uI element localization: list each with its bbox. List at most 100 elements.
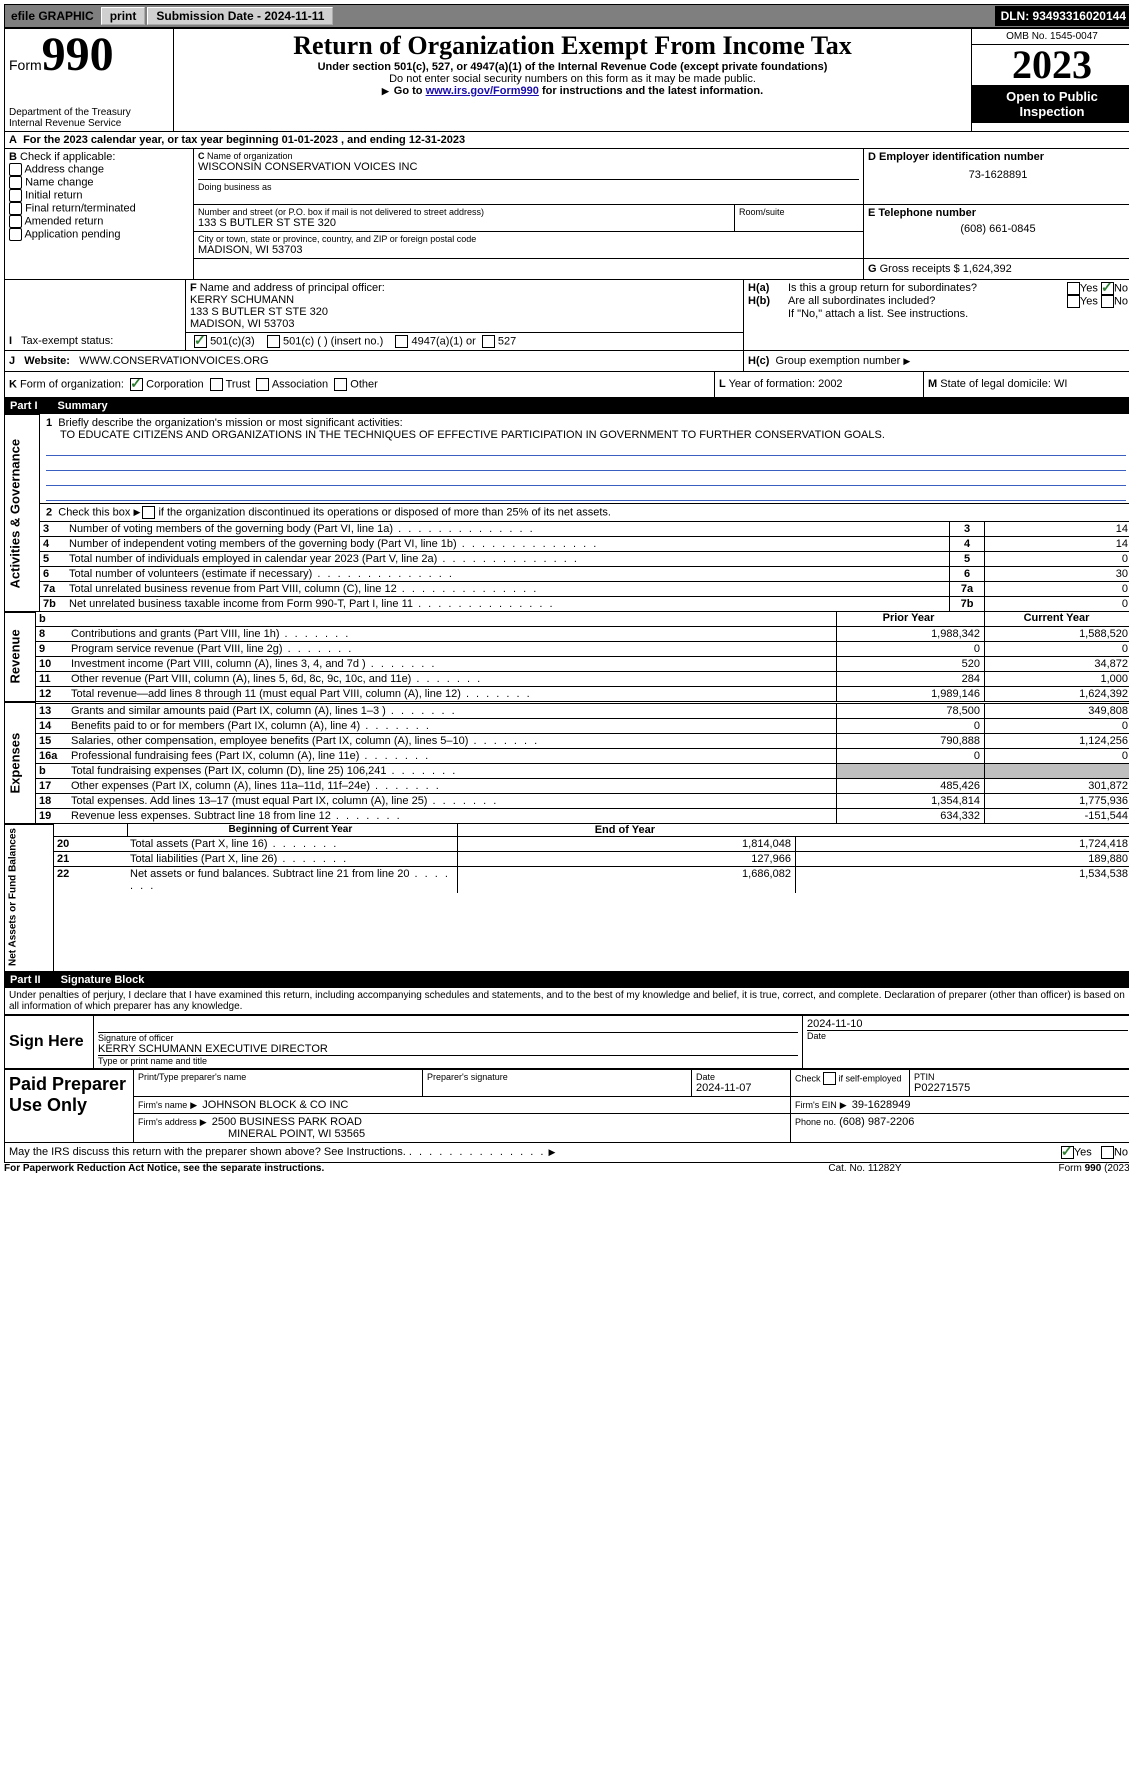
col-prior-year: Prior Year: [883, 612, 935, 624]
part1-label: Part I: [10, 400, 38, 412]
page-footer: For Paperwork Reduction Act Notice, see …: [4, 1163, 1129, 1174]
firm-phone-label: Phone no.: [795, 1117, 836, 1127]
checkbox-trust[interactable]: [210, 378, 223, 391]
firm-addr2: MINERAL POINT, WI 53565: [138, 1128, 365, 1140]
paid-preparer-label: Paid Preparer Use Only: [5, 1069, 134, 1142]
checkbox-address-change[interactable]: [9, 163, 22, 176]
label-b-small: b: [39, 613, 46, 625]
submission-date-button[interactable]: Submission Date - 2024-11-11: [147, 7, 333, 25]
checkbox-501c3[interactable]: [194, 335, 207, 348]
gross-receipts-value: 1,624,392: [963, 263, 1012, 275]
checkbox-ha-no[interactable]: [1101, 282, 1114, 295]
table-row: 13Grants and similar amounts paid (Part …: [36, 703, 1129, 718]
firm-addr1: 2500 BUSINESS PARK ROAD: [212, 1116, 362, 1128]
side-label-expenses: Expenses: [5, 703, 36, 824]
checkbox-discuss-yes[interactable]: [1061, 1146, 1074, 1159]
preparer-name-label: Print/Type preparer's name: [138, 1072, 418, 1082]
table-row: 16aProfessional fundraising fees (Part I…: [36, 748, 1129, 763]
label-k: K: [9, 378, 17, 390]
city-value: MADISON, WI 53703: [198, 244, 859, 256]
col-begin-year: Beginning of Current Year: [229, 824, 353, 835]
treasury-dept: Department of the Treasury: [9, 107, 169, 118]
checkbox-other[interactable]: [334, 378, 347, 391]
website-label: Website:: [24, 355, 70, 367]
col-current-year: Current Year: [1024, 612, 1090, 624]
hb-note: If "No," attach a list. See instructions…: [788, 308, 1128, 320]
q2-text-a: Check this box: [58, 506, 133, 518]
table-row: 15Salaries, other compensation, employee…: [36, 733, 1129, 748]
dln-label: DLN: 93493316020144: [995, 6, 1129, 26]
form-subtitle-1: Under section 501(c), 527, or 4947(a)(1)…: [178, 61, 967, 73]
phone-label: E Telephone number: [868, 207, 976, 219]
irs-label: Internal Revenue Service: [9, 118, 169, 129]
checkbox-initial-return[interactable]: [9, 189, 22, 202]
firm-ein: 39-1628949: [852, 1099, 911, 1111]
org-name: WISCONSIN CONSERVATION VOICES INC: [198, 161, 859, 173]
checkbox-ha-yes[interactable]: [1067, 282, 1080, 295]
gross-receipts-label: Gross receipts $: [880, 263, 960, 275]
table-row: 22Net assets or fund balances. Subtract …: [54, 867, 1129, 894]
efile-label: efile GRAPHIC: [5, 9, 100, 23]
checkbox-501c[interactable]: [267, 335, 280, 348]
sig-date1: 2024-11-10: [807, 1018, 1128, 1030]
tax-status-label: Tax-exempt status:: [21, 335, 113, 347]
firm-addr-label: Firm's address: [138, 1117, 197, 1127]
label-b: B: [9, 151, 17, 163]
irs-link[interactable]: www.irs.gov/Form990: [426, 85, 539, 97]
checkbox-final-return[interactable]: [9, 202, 22, 215]
label-f: F: [190, 282, 197, 294]
firm-name-label: Firm's name: [138, 1100, 187, 1110]
print-button[interactable]: print: [101, 7, 146, 25]
form-title: Return of Organization Exempt From Incom…: [178, 31, 967, 61]
org-name-label: Name of organization: [207, 151, 293, 161]
officer-name: KERRY SCHUMANN: [190, 294, 739, 306]
goto-pre: Go to: [394, 85, 426, 97]
part2-title: Signature Block: [61, 974, 145, 986]
table-row: 10Investment income (Part VIII, column (…: [36, 657, 1129, 672]
line2-num: 2: [46, 506, 52, 518]
officer-label: Name and address of principal officer:: [200, 282, 385, 294]
officer-block: F Name and address of principal officer:…: [4, 280, 1129, 372]
label-ha: H(a): [748, 282, 769, 294]
ha-text: Is this a group return for subordinates?: [788, 282, 1018, 295]
calendar-year-text: For the 2023 calendar year, or tax year …: [23, 134, 465, 146]
table-row: 17Other expenses (Part IX, column (A), l…: [36, 778, 1129, 793]
checkbox-discontinued[interactable]: [142, 506, 155, 519]
table-row: 20Total assets (Part X, line 16)1,814,04…: [54, 837, 1129, 852]
checkbox-discuss-no[interactable]: [1101, 1146, 1114, 1159]
ptin-label: PTIN: [914, 1072, 1128, 1082]
domicile-value: WI: [1054, 378, 1067, 390]
checkbox-527[interactable]: [482, 335, 495, 348]
date-label: Date: [807, 1030, 1128, 1041]
label-l: L: [719, 378, 726, 390]
label-j: J: [9, 355, 15, 367]
checkbox-hb-no[interactable]: [1101, 295, 1114, 308]
checkbox-hb-yes[interactable]: [1067, 295, 1080, 308]
firm-ein-label: Firm's EIN: [795, 1100, 837, 1110]
checkbox-app-pending[interactable]: [9, 228, 22, 241]
checkbox-assoc[interactable]: [256, 378, 269, 391]
check-applicable-label: Check if applicable:: [20, 151, 115, 163]
goto-post: for instructions and the latest informat…: [542, 85, 763, 97]
klm-row: K Form of organization: Corporation Trus…: [4, 372, 1129, 398]
section-a-row: A For the 2023 calendar year, or tax yea…: [4, 132, 1129, 149]
checkbox-amended[interactable]: [9, 215, 22, 228]
table-row: 9Program service revenue (Part VIII, lin…: [36, 642, 1129, 657]
checkbox-4947[interactable]: [395, 335, 408, 348]
label-c: C: [198, 151, 205, 161]
col-end-year: End of Year: [595, 824, 655, 836]
form-org-label: Form of organization:: [20, 378, 124, 390]
checkbox-name-change[interactable]: [9, 176, 22, 189]
preparer-block: Paid Preparer Use Only Print/Type prepar…: [4, 1069, 1129, 1143]
sign-here-label: Sign Here: [5, 1015, 94, 1068]
checkbox-self-employed[interactable]: [823, 1072, 836, 1085]
prep-date-label: Date: [696, 1072, 786, 1082]
room-label: Room/suite: [739, 207, 859, 217]
checkbox-corp[interactable]: [130, 378, 143, 391]
year-formation-value: 2002: [818, 378, 842, 390]
summary-exp: Expenses 13Grants and similar amounts pa…: [4, 702, 1129, 824]
table-row: 18Total expenses. Add lines 13–17 (must …: [36, 793, 1129, 808]
footer-center: Cat. No. 11282Y: [777, 1163, 954, 1174]
firm-phone: (608) 987-2206: [839, 1116, 914, 1128]
summary-row: 6Total number of volunteers (estimate if…: [40, 566, 1129, 581]
